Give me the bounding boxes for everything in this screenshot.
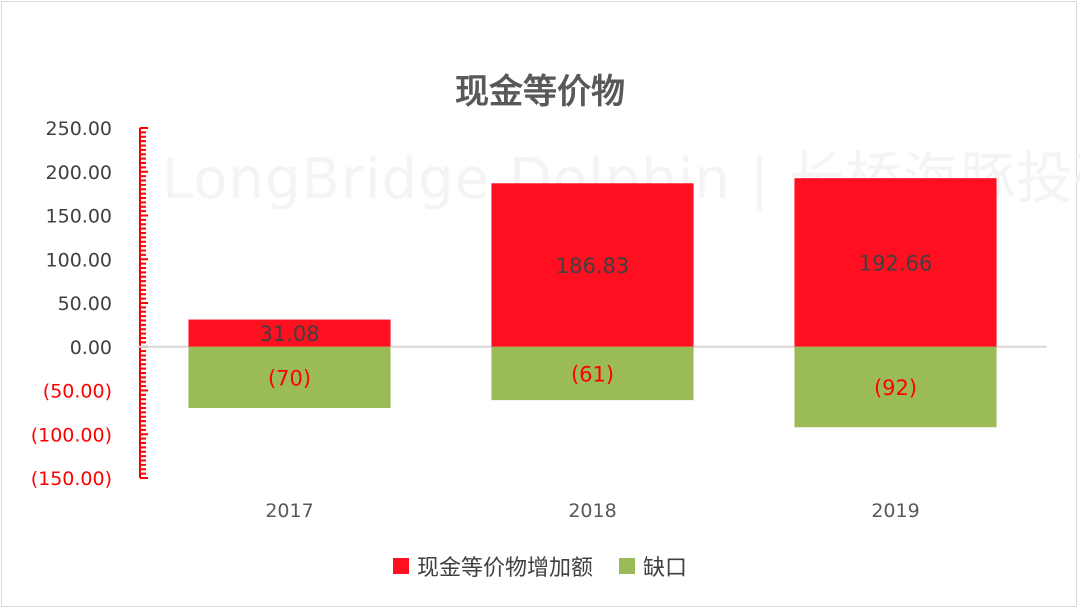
- bar-gap: [188, 346, 391, 408]
- legend-label-increase: 现金等价物增加额: [416, 556, 593, 581]
- legend-swatch-increase: [392, 558, 409, 574]
- y-tick-label: 150.00: [46, 206, 112, 228]
- bar-gap: [491, 346, 694, 401]
- x-tick-label: 2018: [568, 500, 616, 522]
- y-tick-label: 50.00: [58, 293, 112, 315]
- data-label-increase: 31.08: [259, 322, 319, 346]
- legend-label-gap: 缺口: [643, 556, 688, 581]
- legend-item-gap: 缺口: [619, 550, 687, 582]
- bar-increase: [794, 178, 997, 347]
- x-tick-label: 2019: [871, 500, 919, 522]
- y-tick-label: 250.00: [46, 118, 112, 140]
- y-tick-label: 200.00: [46, 162, 112, 184]
- legend: 现金等价物增加额 缺口: [2, 550, 1078, 582]
- data-label-increase: 186.83: [556, 254, 629, 278]
- bar-increase: [491, 183, 694, 347]
- x-tick-label: 2017: [265, 500, 313, 522]
- data-label-gap: (92): [874, 376, 917, 400]
- data-label-gap: (70): [268, 366, 311, 390]
- data-label-gap: (61): [571, 362, 614, 386]
- chart-title: 现金等价物: [455, 72, 625, 112]
- y-tick-label: (100.00): [31, 424, 112, 446]
- y-tick-label: (50.00): [43, 381, 112, 403]
- y-tick-label: 100.00: [46, 249, 112, 271]
- bar-increase: [188, 319, 391, 347]
- bar-gap: [794, 346, 997, 428]
- data-label-increase: 192.66: [859, 251, 932, 275]
- legend-item-increase: 现金等价物增加额: [392, 550, 593, 582]
- y-tick-label: (150.00): [31, 468, 112, 490]
- legend-swatch-gap: [619, 558, 635, 574]
- y-tick-label: 0.00: [70, 337, 112, 359]
